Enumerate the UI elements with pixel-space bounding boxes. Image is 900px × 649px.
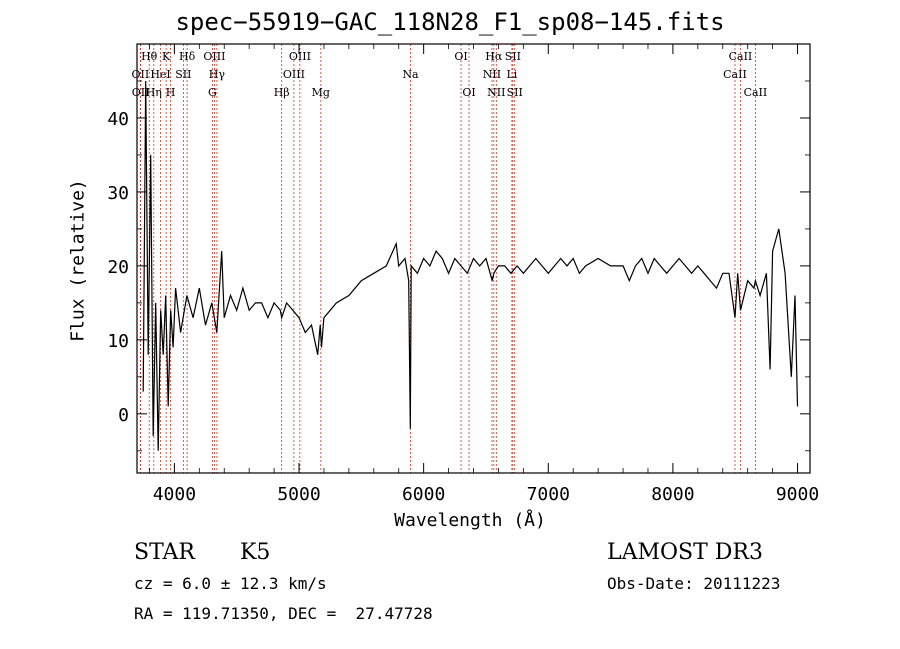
line-label-17: OI [454, 50, 467, 63]
line-label-15: Mg [312, 86, 330, 99]
x-tick-label-0: 4000 [153, 484, 196, 505]
x-tick-label-1: 5000 [277, 484, 320, 505]
redshift-info: cz = 6.0 ± 12.3 km/s [134, 574, 327, 593]
line-label-18: OI [462, 86, 475, 99]
line-label-19: NII [483, 68, 501, 81]
line-label-21: NII [487, 86, 505, 99]
line-label-2: Hθ [141, 50, 158, 63]
x-tick-label-3: 7000 [527, 484, 570, 505]
x-tick-label-5: 9000 [776, 484, 819, 505]
line-label-24: SII [507, 86, 523, 99]
line-label-5: K [162, 50, 171, 63]
y-tick-label-2: 20 [107, 257, 129, 278]
line-label-11: Hγ [209, 68, 226, 81]
object-subclass: K5 [240, 540, 271, 565]
line-label-16: Na [402, 68, 419, 81]
line-label-22: Li [506, 68, 517, 81]
line-markers [139, 44, 756, 473]
line-label-4: HeI [150, 68, 170, 81]
line-label-3: Hη [146, 86, 162, 99]
x-tick-label-2: 6000 [402, 484, 445, 505]
line-label-7: SII [175, 68, 191, 81]
line-label-9: G [208, 86, 217, 99]
y-tick-label-3: 30 [107, 183, 129, 204]
object-class: STAR [134, 540, 195, 565]
y-axis-label: Flux (relative) [67, 179, 89, 342]
line-label-20: Hα [485, 50, 503, 63]
x-axis-label: Wavelength (Å) [394, 510, 546, 531]
line-label-14: OIII [289, 50, 311, 63]
spectrum-line [142, 80, 799, 451]
line-label-26: CaII [729, 50, 753, 63]
line-label-25: CaII [723, 68, 747, 81]
coordinates: RA = 119.71350, DEC = 27.47728 [134, 604, 433, 623]
chart-title: spec−55919−GAC_118N28_F1_sp08−145.fits [175, 8, 725, 36]
y-tick-label-1: 10 [107, 331, 129, 352]
line-label-13: OIII [283, 68, 305, 81]
observation-date: Obs-Date: 20111223 [607, 574, 781, 593]
x-tick-label-4: 8000 [651, 484, 694, 505]
line-label-23: SII [505, 50, 521, 63]
line-label-10: OIII [203, 50, 225, 63]
survey-name: LAMOST DR3 [607, 540, 763, 565]
y-tick-label-4: 40 [107, 109, 129, 130]
line-labels: OIIOIIHθHηHeIKHSIIHδGOIIIHγHβOIIIOIIIMgN… [132, 50, 768, 99]
line-label-27: CaII [744, 86, 768, 99]
line-label-6: H [166, 86, 176, 99]
y-tick-label-0: 0 [118, 405, 129, 426]
axis-ticks: 4000 5000 6000 7000 8000 9000 0 10 20 30 40 [107, 44, 819, 505]
line-label-12: Hβ [274, 86, 290, 99]
line-label-0: OII [132, 68, 150, 81]
line-label-8: Hδ [179, 50, 196, 63]
